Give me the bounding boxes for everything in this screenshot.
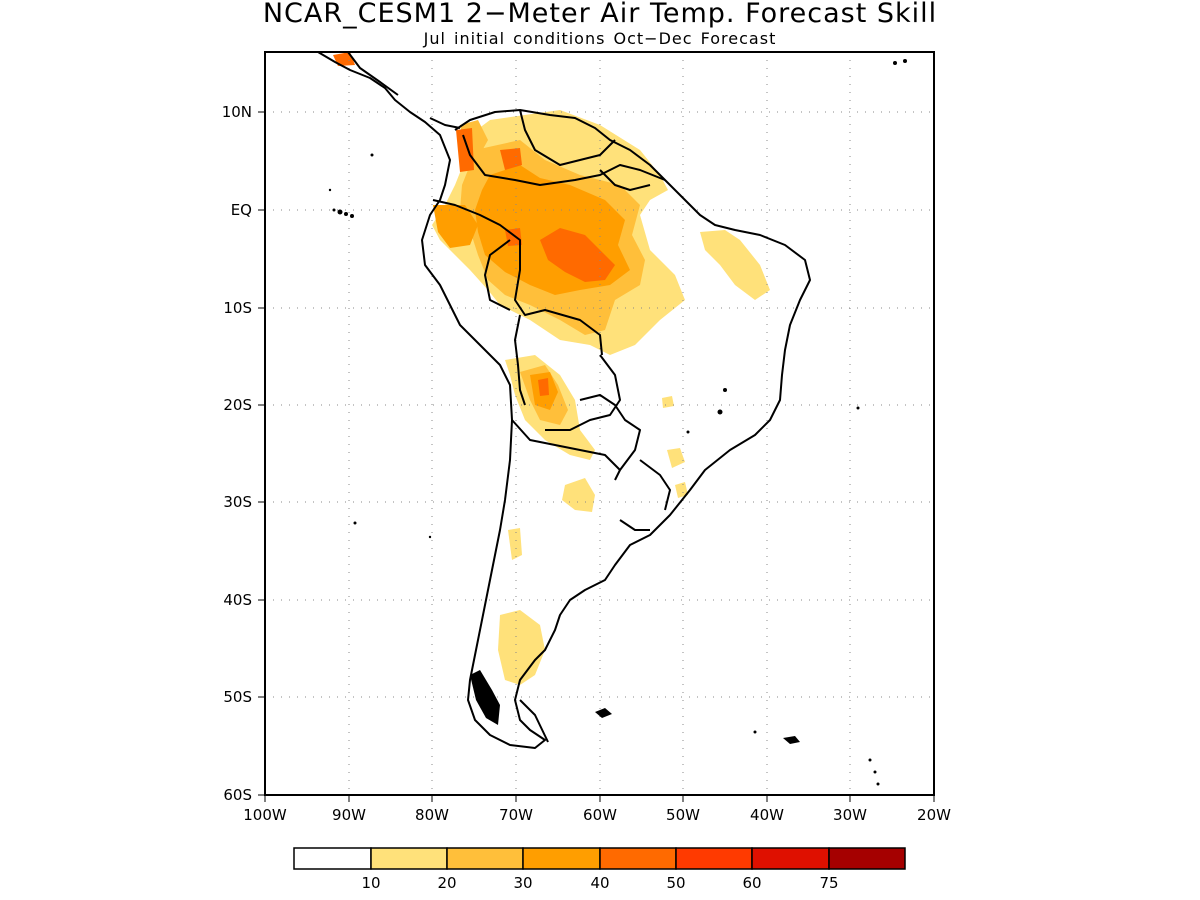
lon-label: 40W — [750, 806, 784, 824]
islands — [328, 59, 907, 786]
colorbar-label: 50 — [666, 874, 685, 892]
colorbar-label: 60 — [742, 874, 761, 892]
lat-label: 40S — [223, 591, 252, 609]
colorbar-label: 40 — [590, 874, 609, 892]
lon-label: 90W — [332, 806, 366, 824]
lon-label: 70W — [499, 806, 533, 824]
lon-label: 30W — [833, 806, 867, 824]
map-subtitle: Jul initial conditions Oct−Dec Forecast — [423, 29, 777, 48]
lat-label: 60S — [223, 786, 252, 804]
lon-label: 50W — [666, 806, 700, 824]
lat-label: 50S — [223, 688, 252, 706]
lon-label: 20W — [917, 806, 951, 824]
map-title: NCAR_CESM1 2−Meter Air Temp. Forecast Sk… — [262, 0, 938, 29]
coastlines — [317, 52, 811, 749]
lat-label: 10N — [222, 103, 252, 121]
colorbar-swatch — [751, 847, 830, 870]
colorbar-swatch — [599, 847, 677, 870]
colorbar-swatch — [293, 847, 372, 870]
colorbar-label: 20 — [437, 874, 456, 892]
lat-label: 10S — [223, 299, 252, 317]
colorbar-swatch — [522, 847, 601, 870]
lon-label: 60W — [583, 806, 617, 824]
lat-axis: 10N EQ 10S 20S 30S 40S 50S 60S — [222, 103, 265, 804]
colorbar: 10 20 30 40 50 60 75 — [293, 847, 906, 892]
colorbar-label: 75 — [819, 874, 838, 892]
lon-axis: 100W 90W 80W 70W 60W 50W 40W 30W 20W — [243, 795, 951, 824]
colorbar-swatch — [675, 847, 753, 870]
lat-label: 20S — [223, 396, 252, 414]
lat-label: EQ — [231, 201, 252, 219]
colorbar-swatch — [370, 847, 448, 870]
colorbar-swatch — [446, 847, 524, 870]
colorbar-swatch — [828, 847, 906, 870]
lon-label: 80W — [415, 806, 449, 824]
lat-label: 30S — [223, 493, 252, 511]
colorbar-label: 30 — [513, 874, 532, 892]
colorbar-label: 10 — [361, 874, 380, 892]
lon-label: 100W — [243, 806, 287, 824]
skill-shading — [333, 52, 770, 685]
